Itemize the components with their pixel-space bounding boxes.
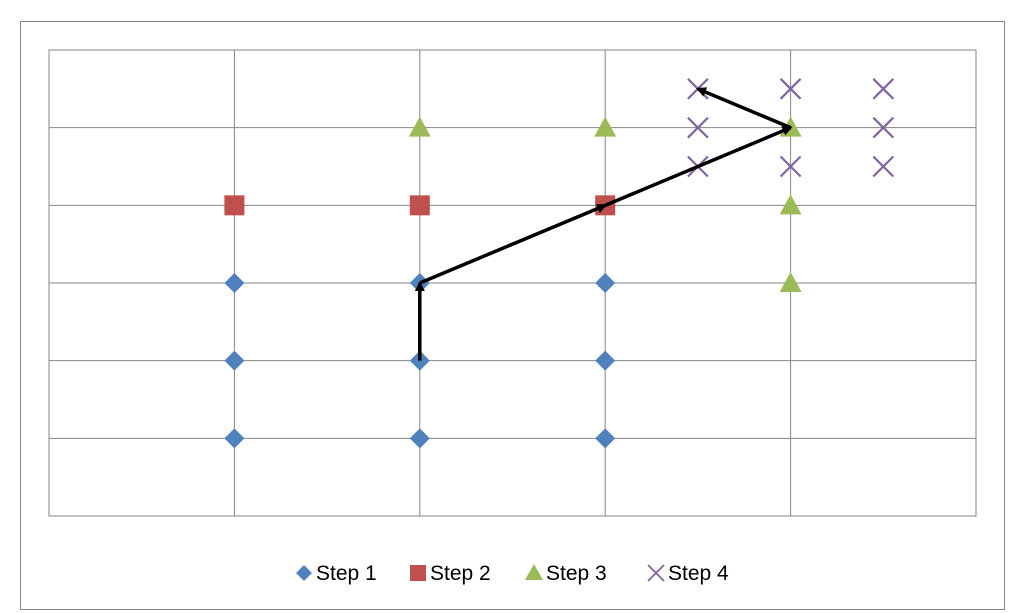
point-step-3 — [408, 116, 431, 137]
point-step-1 — [409, 428, 430, 449]
point-step-3 — [779, 194, 802, 215]
point-step-2 — [224, 195, 245, 216]
point-step-4 — [872, 155, 895, 178]
point-step-4 — [872, 78, 895, 100]
legend-label: Step 2 — [430, 562, 491, 585]
point-step-2 — [409, 195, 430, 216]
legend: Step 1 Step 2 Step 3 Step 4 — [296, 562, 729, 585]
legend-label: Step 3 — [546, 562, 607, 585]
point-step-4 — [779, 155, 802, 178]
point-step-4 — [687, 116, 709, 139]
legend-entry-step-3: Step 3 — [525, 562, 607, 585]
arrows — [414, 87, 793, 361]
point-step-1 — [224, 428, 245, 449]
point-step-1 — [595, 428, 616, 449]
point-step-3 — [594, 116, 617, 137]
legend-label: Step 1 — [316, 562, 377, 585]
legend-marker — [410, 565, 426, 581]
arrow — [419, 203, 608, 285]
point-step-4 — [872, 116, 895, 139]
legend-entry-step-2: Step 2 — [410, 562, 491, 585]
legend-entry-step-1: Step 1 — [296, 562, 377, 585]
point-step-1 — [595, 273, 616, 293]
legend-entry-step-4: Step 4 — [647, 562, 729, 585]
legend-marker — [525, 564, 543, 580]
point-step-1 — [224, 350, 245, 371]
point-step-4 — [779, 78, 802, 100]
arrow — [604, 126, 793, 207]
point-step-3 — [779, 272, 802, 292]
legend-marker — [296, 565, 312, 581]
point-step-1 — [224, 273, 245, 293]
arrow — [696, 87, 792, 130]
legend-label: Step 4 — [668, 562, 729, 585]
legend-marker — [647, 564, 665, 582]
point-step-1 — [595, 350, 616, 371]
